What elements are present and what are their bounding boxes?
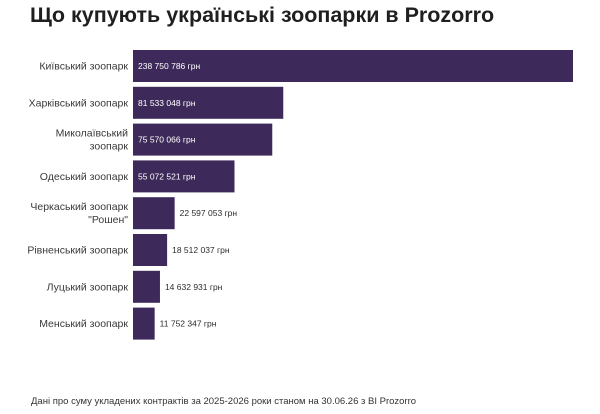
value-label-0: 238 750 786 грн (138, 61, 200, 71)
value-label-1: 81 533 048 грн (138, 98, 196, 108)
bar-0 (133, 50, 573, 82)
bar-7 (133, 307, 155, 340)
bar-5 (133, 234, 168, 266)
chart-title: Що купують українські зоопарки в Prozorr… (30, 3, 495, 27)
bar-3 (133, 160, 235, 193)
category-label-0: Київський зоопарк (39, 61, 128, 73)
value-label-3: 55 072 521 грн (138, 171, 196, 181)
category-label-6: Луцький зоопарк (47, 281, 129, 293)
category-label-2: Миколаївський зоопарк (56, 128, 129, 153)
bars (133, 50, 573, 340)
value-labels: 238 750 786 грн 81 533 048 грн 75 570 066 … (138, 61, 237, 329)
bar-6 (133, 270, 160, 303)
bar-2 (133, 123, 273, 156)
category-labels: Київський зоопарк Харківський зоопарк Мико… (27, 61, 128, 331)
value-label-7: 11 752 347 грн (160, 319, 217, 329)
bar-4 (133, 197, 175, 230)
value-label-6: 14 632 931 грн (165, 282, 223, 292)
value-label-4: 22 597 053 грн (180, 208, 238, 218)
value-label-5: 18 512 037 грн (172, 245, 230, 255)
category-label-4: Черкаський зоопарк "Рошен" (30, 201, 128, 226)
bar-1 (133, 86, 284, 119)
footnote: Дані про суму укладених контрактів за 20… (31, 396, 417, 407)
category-label-5: Рівненський зоопарк (27, 245, 128, 257)
category-label-3: Одеський зоопарк (40, 171, 129, 183)
value-label-2: 75 570 066 грн (138, 135, 196, 145)
category-label-7: Менський зоопарк (39, 318, 128, 330)
category-label-1: Харківський зоопарк (29, 97, 129, 109)
